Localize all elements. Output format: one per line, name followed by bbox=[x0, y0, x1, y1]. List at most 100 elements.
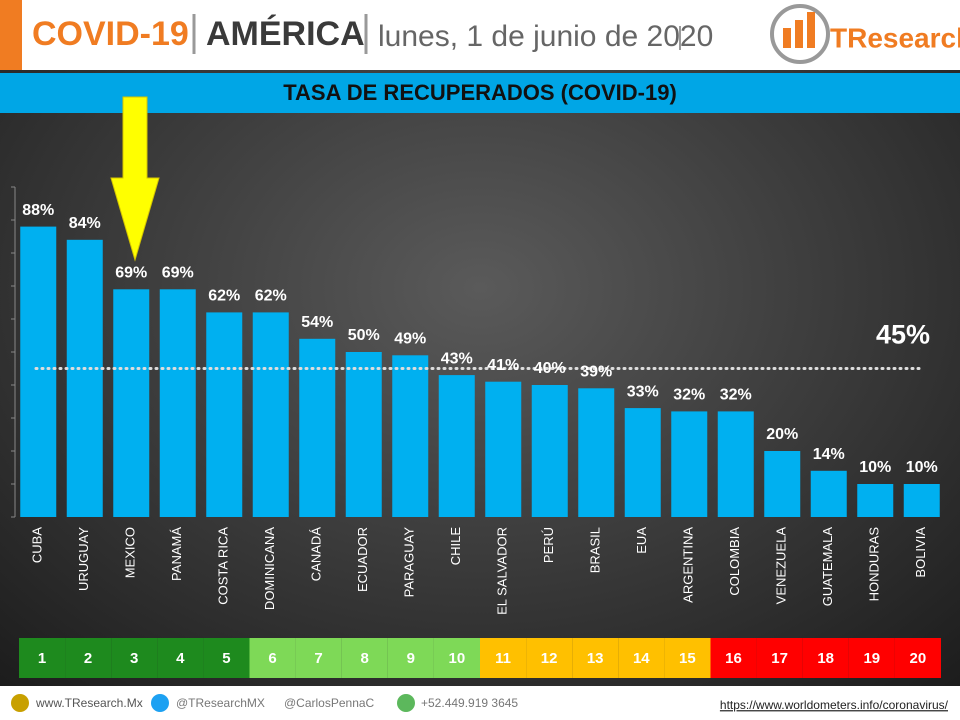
x-tick-label: CHILE bbox=[448, 527, 463, 566]
x-tick-label: MEXICO bbox=[123, 527, 138, 578]
bar bbox=[578, 388, 615, 517]
chart-title: TASA DE RECUPERADOS (COVID-19) bbox=[283, 80, 677, 105]
footer-website: www.TResearch.Mx bbox=[35, 696, 143, 710]
value-label: 69% bbox=[115, 265, 147, 282]
rank-label: 3 bbox=[130, 650, 138, 667]
highlight-arrow bbox=[110, 96, 160, 262]
logo-text: TResearch bbox=[830, 22, 960, 53]
x-tick-label: PERÚ bbox=[541, 527, 556, 563]
value-label: 50% bbox=[348, 327, 380, 344]
bar bbox=[624, 408, 661, 517]
bar bbox=[345, 352, 382, 517]
x-tick-label: CUBA bbox=[30, 527, 45, 563]
footer-phone: +52.449.919 3645 bbox=[421, 696, 518, 710]
value-label: 32% bbox=[673, 387, 705, 404]
rank-label: 8 bbox=[361, 650, 369, 667]
rank-cell bbox=[572, 638, 619, 678]
rank-cell bbox=[295, 638, 342, 678]
x-tick-label: CANADÁ bbox=[309, 527, 324, 582]
bar bbox=[717, 411, 754, 517]
bar bbox=[531, 385, 568, 517]
value-label: 10% bbox=[859, 459, 891, 476]
rank-cell bbox=[664, 638, 711, 678]
rank-cell bbox=[65, 638, 112, 678]
x-tick-label: DOMINICANA bbox=[262, 527, 277, 610]
rank-label: 12 bbox=[541, 650, 558, 667]
rank-label: 5 bbox=[222, 650, 230, 667]
rank-cell bbox=[341, 638, 388, 678]
value-label: 88% bbox=[22, 202, 54, 219]
x-tick-label: PARAGUAY bbox=[402, 527, 417, 598]
rank-label: 4 bbox=[176, 650, 185, 667]
rank-cell bbox=[848, 638, 895, 678]
value-label: 40% bbox=[534, 360, 566, 377]
web-icon bbox=[11, 694, 29, 712]
footer-twitter2: @CarlosPennaC bbox=[284, 696, 375, 710]
value-label: 10% bbox=[906, 459, 938, 476]
value-label: 62% bbox=[255, 288, 287, 305]
bar bbox=[903, 484, 940, 517]
logo: TResearch bbox=[770, 4, 960, 64]
rank-label: 11 bbox=[495, 650, 511, 667]
bar bbox=[252, 312, 289, 517]
rank-cell bbox=[249, 638, 296, 678]
rank-label: 16 bbox=[725, 650, 742, 667]
rank-cell bbox=[433, 638, 480, 678]
value-label: 39% bbox=[580, 364, 612, 381]
bar bbox=[671, 411, 708, 517]
bar bbox=[857, 484, 894, 517]
value-label: 41% bbox=[487, 357, 519, 374]
rank-label: 15 bbox=[679, 650, 696, 667]
x-tick-label: BRASIL bbox=[588, 527, 603, 573]
x-tick-label: HONDURAS bbox=[867, 527, 882, 602]
bar bbox=[159, 289, 196, 517]
rank-label: 13 bbox=[587, 650, 604, 667]
rank-label: 10 bbox=[449, 650, 466, 667]
value-label: 14% bbox=[813, 446, 845, 463]
x-tick-label: BOLIVIA bbox=[913, 527, 928, 578]
title-bar bbox=[0, 73, 960, 113]
rank-label: 19 bbox=[863, 650, 880, 667]
rank-cell bbox=[526, 638, 573, 678]
x-tick-label: COLOMBIA bbox=[727, 527, 742, 596]
rank-cell bbox=[157, 638, 204, 678]
footer-twitter: @TResearchMX bbox=[176, 696, 265, 710]
rank-label: 20 bbox=[910, 650, 927, 667]
value-label: 32% bbox=[720, 387, 752, 404]
rank-cell bbox=[894, 638, 941, 678]
x-tick-label: URUGUAY bbox=[76, 527, 91, 591]
value-label: 33% bbox=[627, 383, 659, 400]
value-label: 84% bbox=[69, 215, 101, 232]
bar bbox=[392, 355, 429, 517]
bar bbox=[810, 470, 847, 517]
rank-label: 1 bbox=[38, 650, 46, 667]
rank-cell bbox=[802, 638, 849, 678]
x-tick-label: VENEZUELA bbox=[774, 527, 789, 605]
rank-cell bbox=[19, 638, 66, 678]
x-tick-label: PANAMÁ bbox=[169, 527, 184, 581]
rank-label: 6 bbox=[268, 650, 276, 667]
bar bbox=[764, 451, 801, 517]
rank-label: 2 bbox=[84, 650, 92, 667]
bar bbox=[20, 226, 57, 517]
rank-cell bbox=[480, 638, 527, 678]
bar bbox=[206, 312, 243, 517]
bar bbox=[485, 381, 522, 517]
header-accent bbox=[0, 0, 22, 70]
x-tick-label: ECUADOR bbox=[355, 527, 370, 592]
footer-source[interactable]: https://www.worldometers.info/coronaviru… bbox=[720, 698, 949, 712]
x-tick-label: COSTA RICA bbox=[216, 527, 231, 605]
x-tick-label: EL SALVADOR bbox=[495, 527, 510, 615]
rank-label: 9 bbox=[407, 650, 415, 667]
value-label: 69% bbox=[162, 265, 194, 282]
bar bbox=[66, 239, 103, 518]
rank-label: 7 bbox=[314, 650, 322, 667]
rank-cell bbox=[710, 638, 757, 678]
value-label: 43% bbox=[441, 350, 473, 367]
x-tick-label: ARGENTINA bbox=[681, 527, 696, 603]
header-topic: COVID-19 bbox=[32, 15, 189, 53]
twitter-icon bbox=[151, 694, 169, 712]
bar bbox=[113, 289, 150, 517]
rank-label: 17 bbox=[771, 650, 788, 667]
